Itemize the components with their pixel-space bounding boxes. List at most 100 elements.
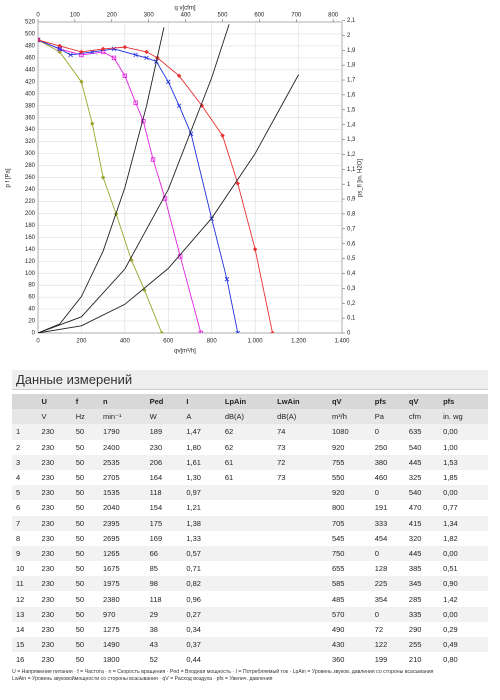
note-line: LwAin = Уровень звуковоймощности со стор… xyxy=(12,676,273,683)
cell: 705 xyxy=(327,515,371,531)
cell: 206 xyxy=(145,454,183,470)
y-tick-label: 400 xyxy=(25,91,36,97)
cell xyxy=(220,485,274,501)
chart: q v[cfm] qv[m³/h] p f [Pa] ps_fl [in. H2… xyxy=(6,6,364,355)
cell: 61 xyxy=(224,473,234,483)
units-cell: W xyxy=(145,409,183,425)
cell xyxy=(273,606,328,622)
cell: 230 xyxy=(37,454,72,470)
cell xyxy=(221,652,273,667)
marker xyxy=(176,73,182,79)
marker xyxy=(224,276,230,282)
header-cell: LpAin xyxy=(220,394,274,410)
units-cell: V xyxy=(37,409,72,425)
cell: 415 xyxy=(404,515,440,531)
cell: 230 xyxy=(41,503,55,513)
cell: 0,97 xyxy=(182,485,221,501)
cell: 50 xyxy=(71,424,99,440)
cell: 335 xyxy=(404,606,440,622)
cell: 250 xyxy=(374,442,388,452)
cell: 230 xyxy=(37,637,72,653)
cell: 52 xyxy=(149,655,158,665)
x2-tick-label: 200 xyxy=(107,13,118,19)
marker xyxy=(144,55,149,61)
cell: 230 xyxy=(37,515,72,531)
cell: 0 xyxy=(370,606,405,622)
cell: 50 xyxy=(75,533,85,543)
cell: 230 xyxy=(149,442,163,452)
marker xyxy=(133,52,138,58)
units-cell: cfm xyxy=(404,409,440,425)
cell: 10 xyxy=(16,564,25,574)
y-tick-label: 480 xyxy=(25,44,36,50)
cell: 6 xyxy=(16,503,21,513)
y2-tick-label: 0,7 xyxy=(347,226,356,232)
cell: 2040 xyxy=(102,503,120,513)
cell: 11 xyxy=(12,576,38,592)
marker xyxy=(235,330,241,333)
cell: 230 xyxy=(37,485,72,501)
x2-tick-label: 600 xyxy=(254,13,265,19)
marker xyxy=(100,175,106,180)
cell: 1,33 xyxy=(186,533,201,543)
y-tick-label: 80 xyxy=(28,283,35,289)
cell: 128 xyxy=(374,564,388,574)
y-tick-label: 60 xyxy=(28,295,35,301)
x-tick-label: 0 xyxy=(36,339,40,345)
cell: 1275 xyxy=(102,624,120,634)
cell xyxy=(273,622,328,637)
cell: 85 xyxy=(149,564,158,574)
cell: 0 xyxy=(370,545,405,562)
cell: 0,00 xyxy=(439,424,488,440)
cell: 189 xyxy=(145,424,183,440)
y-tick-label: 360 xyxy=(25,115,36,121)
cell: 1 xyxy=(12,424,38,440)
marker xyxy=(220,133,225,138)
cell xyxy=(273,545,328,562)
cell: 0,49 xyxy=(439,637,488,653)
cell: 50 xyxy=(75,473,85,483)
data-row: 13 230 50 970 29 0,27 570 0 335 0,00 xyxy=(12,606,488,622)
units-cell: min⁻¹ xyxy=(98,409,146,425)
cell: 5 xyxy=(12,485,38,501)
y-tick-label: 240 xyxy=(25,187,36,193)
cell: 0 xyxy=(370,424,405,440)
y2-tick-label: 0 xyxy=(347,331,351,337)
series-line xyxy=(38,24,230,333)
cell: 755 xyxy=(327,454,371,470)
marker xyxy=(57,46,62,52)
cell xyxy=(273,637,328,653)
data-row: 8 230 50 2695 169 1,33 545 454 320 1,82 xyxy=(12,531,488,546)
y-tick-label: 460 xyxy=(25,55,36,61)
marker xyxy=(90,121,95,126)
marker xyxy=(122,44,128,50)
cell: 1,80 xyxy=(186,442,201,452)
cell: 0,77 xyxy=(443,503,458,513)
marker xyxy=(100,46,106,52)
data-row: 14 230 50 1275 38 0,34 490 72 290 0,29 xyxy=(12,622,488,637)
header-cell: pfs xyxy=(439,394,488,410)
cell: 800 xyxy=(331,503,345,513)
cell: 750 xyxy=(327,545,371,562)
cell: 0,90 xyxy=(439,576,488,592)
cell: 1,30 xyxy=(186,473,201,483)
y-tick-label: 200 xyxy=(25,211,36,217)
cell: 225 xyxy=(370,576,405,592)
y-tick-label: 500 xyxy=(25,32,36,38)
cell: 169 xyxy=(149,533,163,543)
cell: 230 xyxy=(41,564,55,574)
data-row: 15 230 50 1490 43 0,37 430 122 255 0,49 xyxy=(12,637,488,653)
cell xyxy=(221,591,273,606)
y-tick-label: 440 xyxy=(25,67,36,73)
cell: 0,00 xyxy=(439,485,488,501)
cell xyxy=(221,561,273,576)
cell: 1,34 xyxy=(439,515,488,531)
y-tick-label: 300 xyxy=(25,151,36,157)
marker xyxy=(166,79,171,85)
cell: 0,82 xyxy=(182,576,221,592)
cell: 470 xyxy=(408,503,422,513)
table-title: Данные измерений xyxy=(12,370,488,390)
cell: 385 xyxy=(408,564,422,574)
